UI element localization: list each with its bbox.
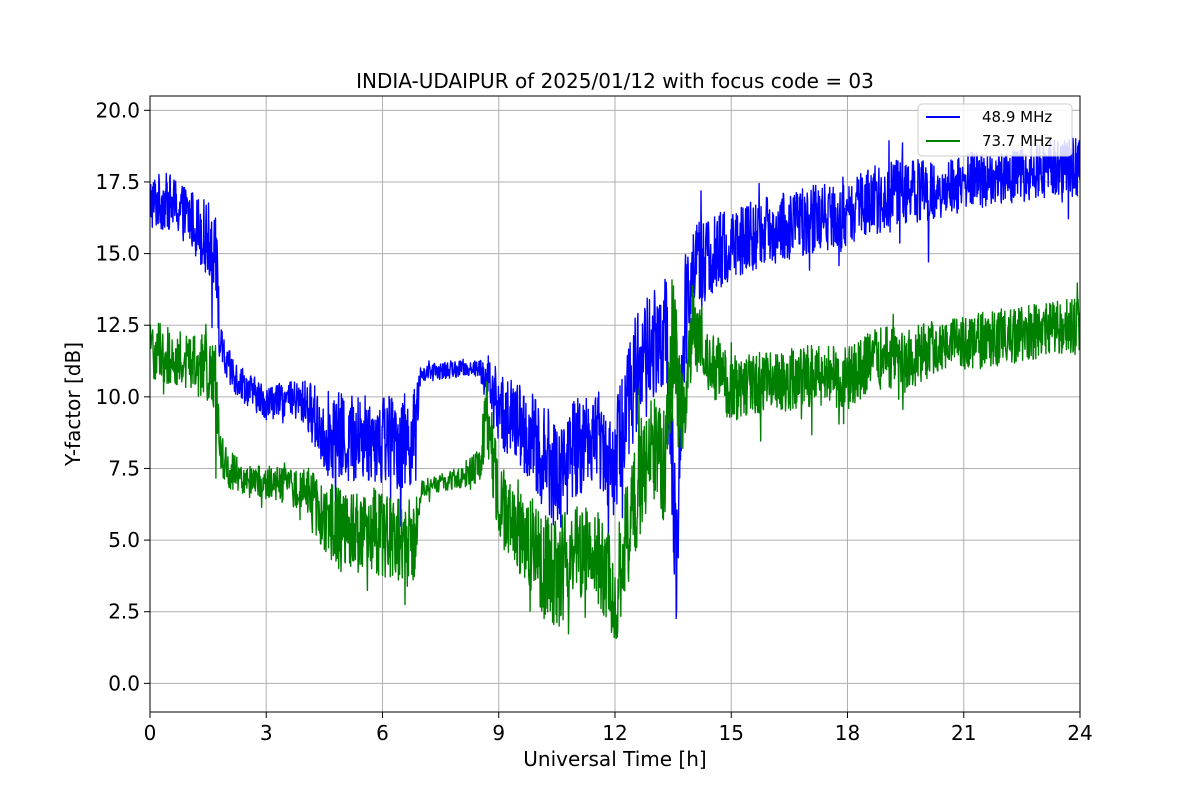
- x-tick-label: 21: [951, 721, 976, 745]
- series-line-48-9-mhz: [150, 137, 1080, 620]
- y-axis: 0.0 2.5 5.0 7.5 10.0 12.5 15.0 17.5 20.0: [95, 98, 150, 695]
- chart-title: INDIA-UDAIPUR of 2025/01/12 with focus c…: [356, 69, 874, 93]
- y-tick-label: 0.0: [108, 671, 140, 695]
- series-layer: [150, 137, 1080, 640]
- x-tick-label: 12: [602, 721, 627, 745]
- x-tick-label: 6: [376, 721, 389, 745]
- legend-label-48-9-mhz: 48.9 MHz: [982, 108, 1052, 126]
- legend: 48.9 MHz 73.7 MHz: [917, 103, 1073, 157]
- x-tick-label: 18: [835, 721, 860, 745]
- y-tick-label: 20.0: [95, 98, 140, 122]
- x-axis: 0 3 6 9 12 15 18 21 24: [144, 712, 1093, 745]
- y-tick-label: 7.5: [108, 456, 140, 480]
- x-tick-label: 15: [719, 721, 744, 745]
- x-axis-label: Universal Time [h]: [523, 747, 706, 771]
- y-tick-label: 15.0: [95, 242, 140, 266]
- y-tick-label: 5.0: [108, 528, 140, 552]
- series-line-73-7-mhz: [150, 279, 1080, 640]
- y-tick-label: 17.5: [95, 170, 140, 194]
- x-tick-label: 24: [1067, 721, 1092, 745]
- x-tick-label: 9: [492, 721, 505, 745]
- x-tick-label: 3: [260, 721, 273, 745]
- y-axis-label: Y-factor [dB]: [61, 342, 85, 467]
- y-tick-label: 12.5: [95, 313, 140, 337]
- y-tick-label: 10.0: [95, 385, 140, 409]
- x-tick-label: 0: [144, 721, 157, 745]
- legend-label-73-7-mhz: 73.7 MHz: [982, 132, 1052, 150]
- y-tick-label: 2.5: [108, 600, 140, 624]
